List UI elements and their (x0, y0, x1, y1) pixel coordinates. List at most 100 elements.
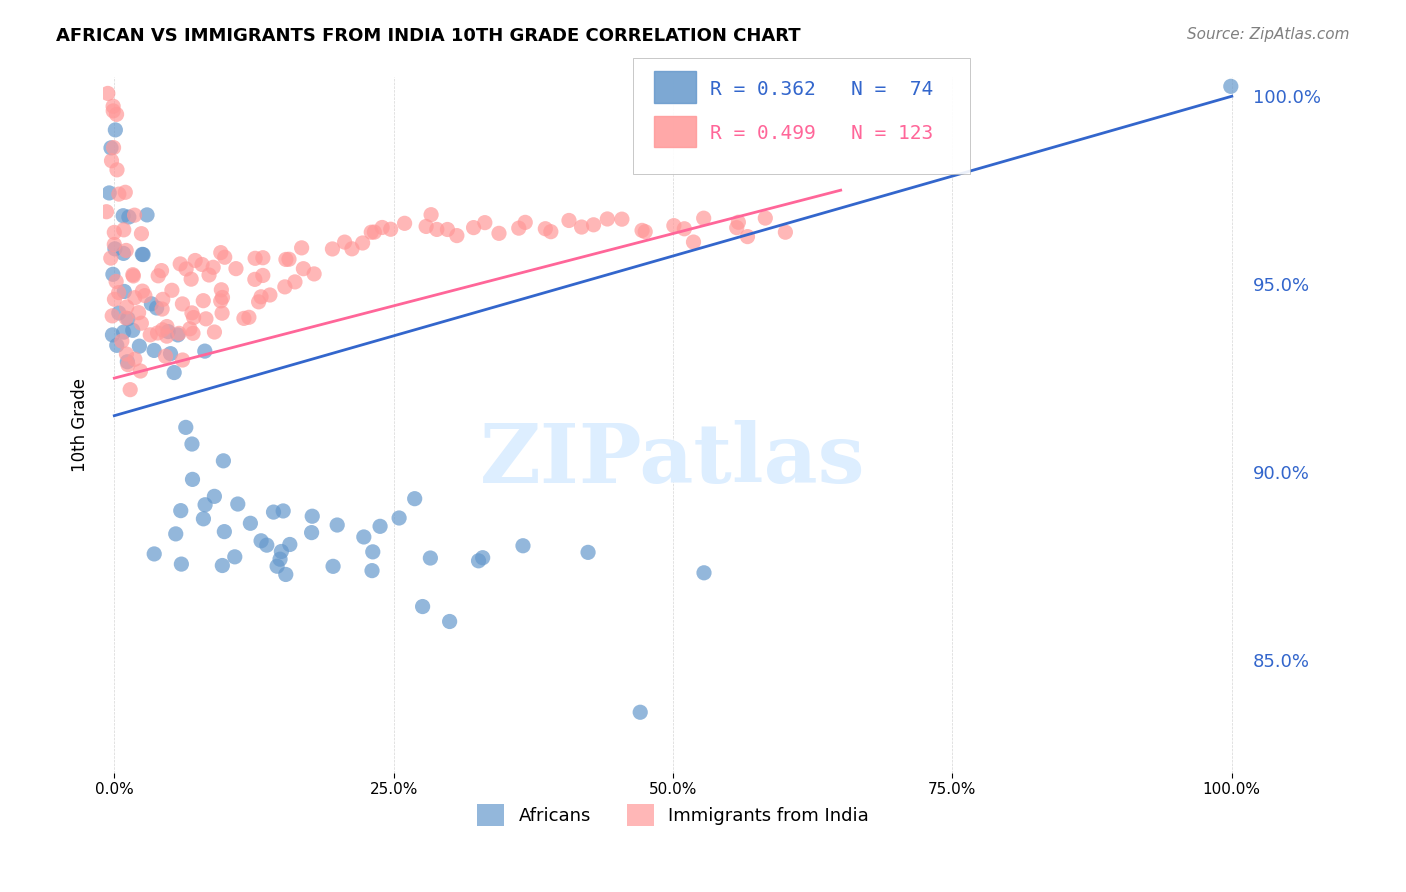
Africans (170, 557, 193, 571)
Africans (145, 301, 167, 315)
Africans (174, 420, 197, 434)
Africans (322, 559, 344, 574)
Africans (278, 537, 301, 551)
Africans (250, 533, 273, 548)
Immigrants from India (117, 358, 139, 372)
Text: R = 0.362   N =  74: R = 0.362 N = 74 (710, 79, 934, 99)
Immigrants from India (115, 311, 138, 326)
Immigrants from India (202, 260, 225, 275)
Immigrants from India (107, 285, 129, 300)
Immigrants from India (100, 251, 122, 265)
Immigrants from India (571, 220, 593, 235)
Immigrants from India (243, 272, 266, 286)
Africans (353, 530, 375, 544)
Immigrants from India (394, 216, 416, 230)
Immigrants from India (181, 326, 204, 341)
Immigrants from India (259, 288, 281, 302)
Y-axis label: 10th Grade: 10th Grade (72, 378, 89, 472)
Immigrants from India (754, 211, 776, 225)
Immigrants from India (238, 310, 260, 325)
Africans (274, 567, 297, 582)
Africans (128, 339, 150, 353)
Africans (112, 285, 135, 299)
Immigrants from India (101, 99, 124, 113)
Africans (193, 512, 215, 526)
Immigrants from India (243, 252, 266, 266)
Africans (104, 242, 127, 256)
Immigrants from India (105, 162, 128, 177)
Immigrants from India (112, 223, 135, 237)
Immigrants from India (737, 229, 759, 244)
Immigrants from India (426, 222, 449, 236)
Africans (404, 491, 426, 506)
Immigrants from India (139, 327, 162, 342)
Immigrants from India (446, 228, 468, 243)
Text: Source: ZipAtlas.com: Source: ZipAtlas.com (1187, 27, 1350, 42)
Immigrants from India (108, 187, 131, 202)
Immigrants from India (673, 221, 696, 235)
Immigrants from India (172, 297, 194, 311)
Africans (141, 297, 163, 311)
Immigrants from India (250, 290, 273, 304)
Immigrants from India (150, 301, 173, 316)
Immigrants from India (105, 107, 128, 121)
Immigrants from India (415, 219, 437, 234)
Africans (467, 554, 489, 568)
Immigrants from India (321, 242, 343, 256)
Africans (693, 566, 716, 580)
Immigrants from India (155, 349, 177, 363)
Legend: Africans, Immigrants from India: Africans, Immigrants from India (470, 797, 876, 833)
Immigrants from India (634, 225, 657, 239)
Africans (194, 498, 217, 512)
Immigrants from India (284, 275, 307, 289)
Africans (108, 306, 131, 320)
Immigrants from India (582, 218, 605, 232)
Africans (104, 123, 127, 137)
Immigrants from India (103, 140, 125, 154)
Africans (165, 527, 187, 541)
Immigrants from India (420, 208, 443, 222)
Immigrants from India (169, 257, 191, 271)
Immigrants from India (380, 222, 402, 236)
Immigrants from India (727, 215, 749, 229)
Immigrants from India (534, 221, 557, 235)
Africans (101, 268, 124, 282)
Immigrants from India (184, 253, 207, 268)
Immigrants from India (204, 325, 226, 339)
Immigrants from India (191, 258, 214, 272)
Immigrants from India (172, 353, 194, 368)
Africans (224, 549, 246, 564)
Immigrants from India (274, 280, 297, 294)
Africans (211, 558, 233, 573)
Immigrants from India (232, 311, 254, 326)
Immigrants from India (131, 227, 153, 241)
Immigrants from India (209, 283, 232, 297)
Africans (419, 551, 441, 566)
Africans (112, 325, 135, 339)
Immigrants from India (631, 223, 654, 237)
Immigrants from India (167, 326, 190, 341)
Immigrants from India (156, 319, 179, 334)
Immigrants from India (115, 347, 138, 361)
Immigrants from India (179, 322, 201, 336)
Africans (512, 539, 534, 553)
Africans (212, 454, 235, 468)
Immigrants from India (278, 252, 301, 267)
Immigrants from India (209, 293, 232, 308)
Africans (361, 564, 384, 578)
Immigrants from India (198, 268, 221, 282)
Immigrants from India (129, 364, 152, 378)
Immigrants from India (183, 310, 205, 325)
Africans (143, 343, 166, 358)
Immigrants from India (103, 237, 125, 252)
Africans (368, 519, 391, 533)
Immigrants from India (131, 284, 153, 298)
Immigrants from India (292, 261, 315, 276)
Africans (163, 366, 186, 380)
Africans (143, 547, 166, 561)
Immigrants from India (352, 235, 374, 250)
Immigrants from India (252, 251, 274, 265)
Immigrants from India (274, 252, 297, 267)
Immigrants from India (302, 267, 325, 281)
Immigrants from India (209, 245, 232, 260)
